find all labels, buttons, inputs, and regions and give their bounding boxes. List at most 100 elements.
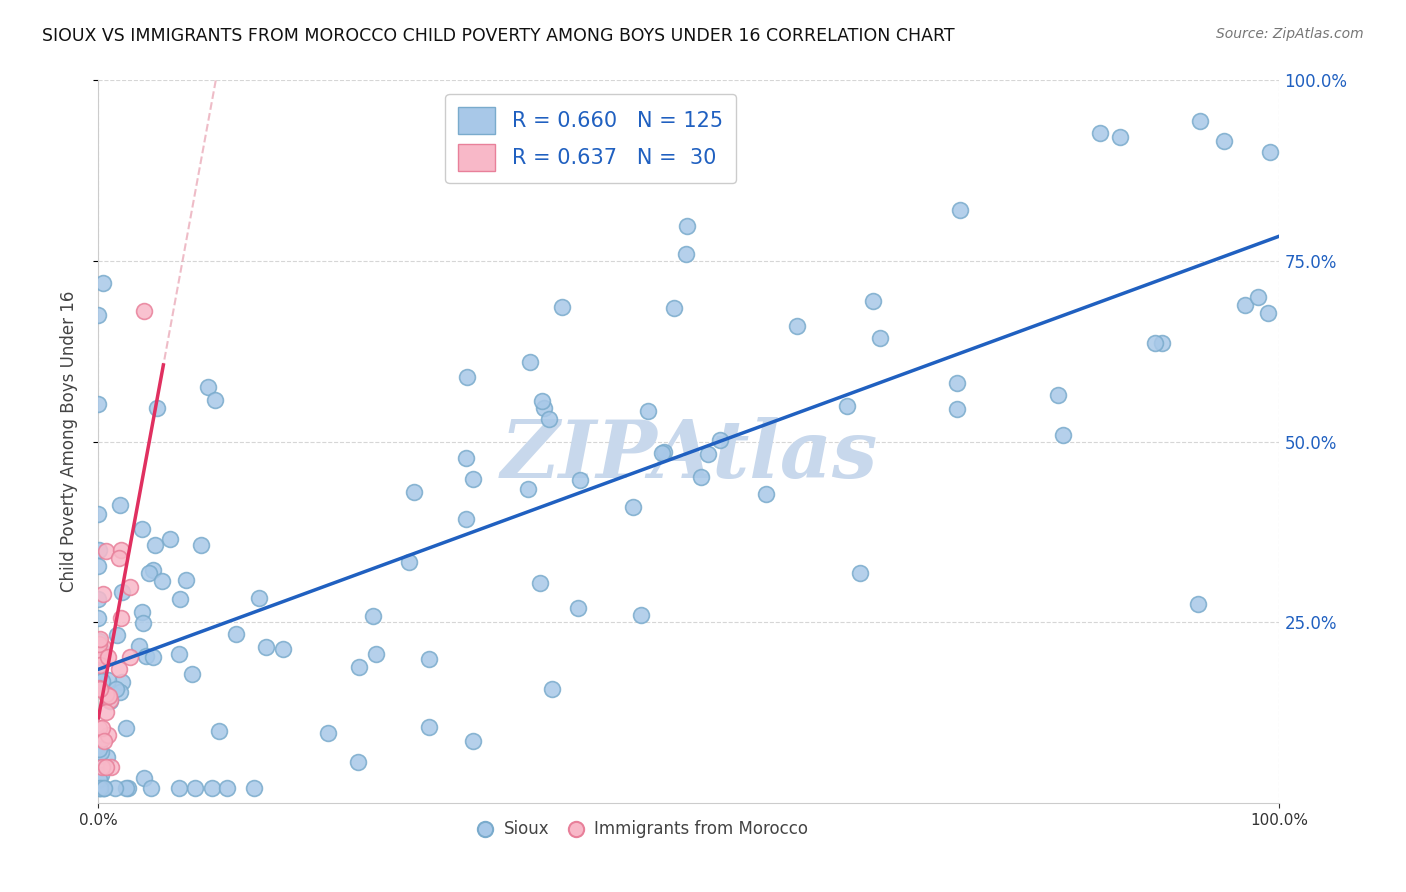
- Point: [141, 563, 163, 577]
- Point: [89, 632, 111, 646]
- Point: [94, 687, 117, 701]
- Point: [110, 585, 132, 599]
- Point: [204, 393, 226, 408]
- Point: [97, 673, 120, 688]
- Point: [651, 446, 673, 460]
- Point: [91, 587, 114, 601]
- Point: [630, 607, 652, 622]
- Point: [948, 202, 970, 217]
- Point: [87, 611, 110, 625]
- Point: [1052, 427, 1074, 442]
- Point: [418, 652, 440, 666]
- Point: [105, 682, 128, 697]
- Point: [91, 276, 114, 290]
- Point: [637, 404, 659, 418]
- Point: [533, 401, 555, 415]
- Point: [117, 781, 139, 796]
- Point: [184, 781, 207, 796]
- Point: [90, 721, 112, 735]
- Point: [131, 605, 153, 619]
- Point: [111, 674, 134, 689]
- Point: [108, 551, 131, 566]
- Point: [132, 771, 155, 785]
- Point: [662, 301, 685, 316]
- Point: [132, 304, 155, 318]
- Point: [1234, 298, 1257, 312]
- Point: [98, 694, 121, 708]
- Point: [115, 781, 138, 796]
- Point: [786, 318, 808, 333]
- Point: [402, 485, 425, 500]
- Point: [366, 647, 388, 661]
- Point: [146, 401, 169, 415]
- Point: [89, 682, 111, 697]
- Point: [621, 500, 644, 515]
- Point: [197, 379, 219, 393]
- Point: [454, 512, 477, 526]
- Point: [538, 412, 561, 426]
- Point: [110, 611, 132, 625]
- Point: [541, 681, 564, 696]
- Point: [93, 781, 115, 796]
- Point: [90, 673, 112, 688]
- Point: [108, 684, 131, 698]
- Point: [131, 522, 153, 536]
- Point: [87, 668, 110, 682]
- Point: [98, 692, 121, 706]
- Point: [190, 538, 212, 552]
- Point: [139, 781, 162, 796]
- Point: [97, 650, 120, 665]
- Point: [945, 376, 967, 391]
- Point: [568, 473, 591, 487]
- Point: [93, 734, 115, 748]
- Point: [207, 723, 229, 738]
- Point: [529, 576, 551, 591]
- Point: [91, 781, 114, 796]
- Point: [94, 544, 117, 558]
- Point: [709, 433, 731, 447]
- Point: [87, 543, 110, 558]
- Point: [90, 643, 112, 657]
- Point: [181, 667, 204, 681]
- Point: [862, 294, 884, 309]
- Point: [675, 219, 697, 233]
- Point: [654, 444, 676, 458]
- Point: [159, 532, 181, 546]
- Point: [89, 781, 111, 796]
- Point: [461, 472, 484, 486]
- Point: [254, 640, 277, 654]
- Text: SIOUX VS IMMIGRANTS FROM MOROCCO CHILD POVERTY AMONG BOYS UNDER 16 CORRELATION C: SIOUX VS IMMIGRANTS FROM MOROCCO CHILD P…: [42, 27, 955, 45]
- Point: [87, 742, 110, 756]
- Point: [115, 721, 138, 735]
- Point: [91, 760, 114, 774]
- Point: [100, 760, 122, 774]
- Point: [1247, 290, 1270, 304]
- Point: [201, 781, 224, 796]
- Point: [87, 558, 110, 573]
- Point: [454, 451, 477, 466]
- Point: [87, 649, 110, 664]
- Point: [1046, 388, 1069, 402]
- Point: [142, 650, 165, 665]
- Point: [89, 658, 111, 673]
- Point: [97, 728, 120, 742]
- Point: [89, 681, 111, 695]
- Point: [167, 781, 190, 796]
- Point: [128, 639, 150, 653]
- Point: [316, 725, 339, 739]
- Point: [87, 748, 110, 763]
- Point: [104, 781, 127, 796]
- Point: [456, 370, 478, 384]
- Point: [87, 592, 110, 607]
- Point: [105, 628, 128, 642]
- Point: [398, 555, 420, 569]
- Point: [1257, 306, 1279, 320]
- Point: [1108, 129, 1130, 144]
- Point: [90, 649, 112, 664]
- Point: [1212, 134, 1234, 148]
- Point: [418, 720, 440, 734]
- Point: [89, 772, 111, 787]
- Point: [87, 308, 110, 322]
- Point: [675, 247, 697, 261]
- Point: [135, 648, 157, 663]
